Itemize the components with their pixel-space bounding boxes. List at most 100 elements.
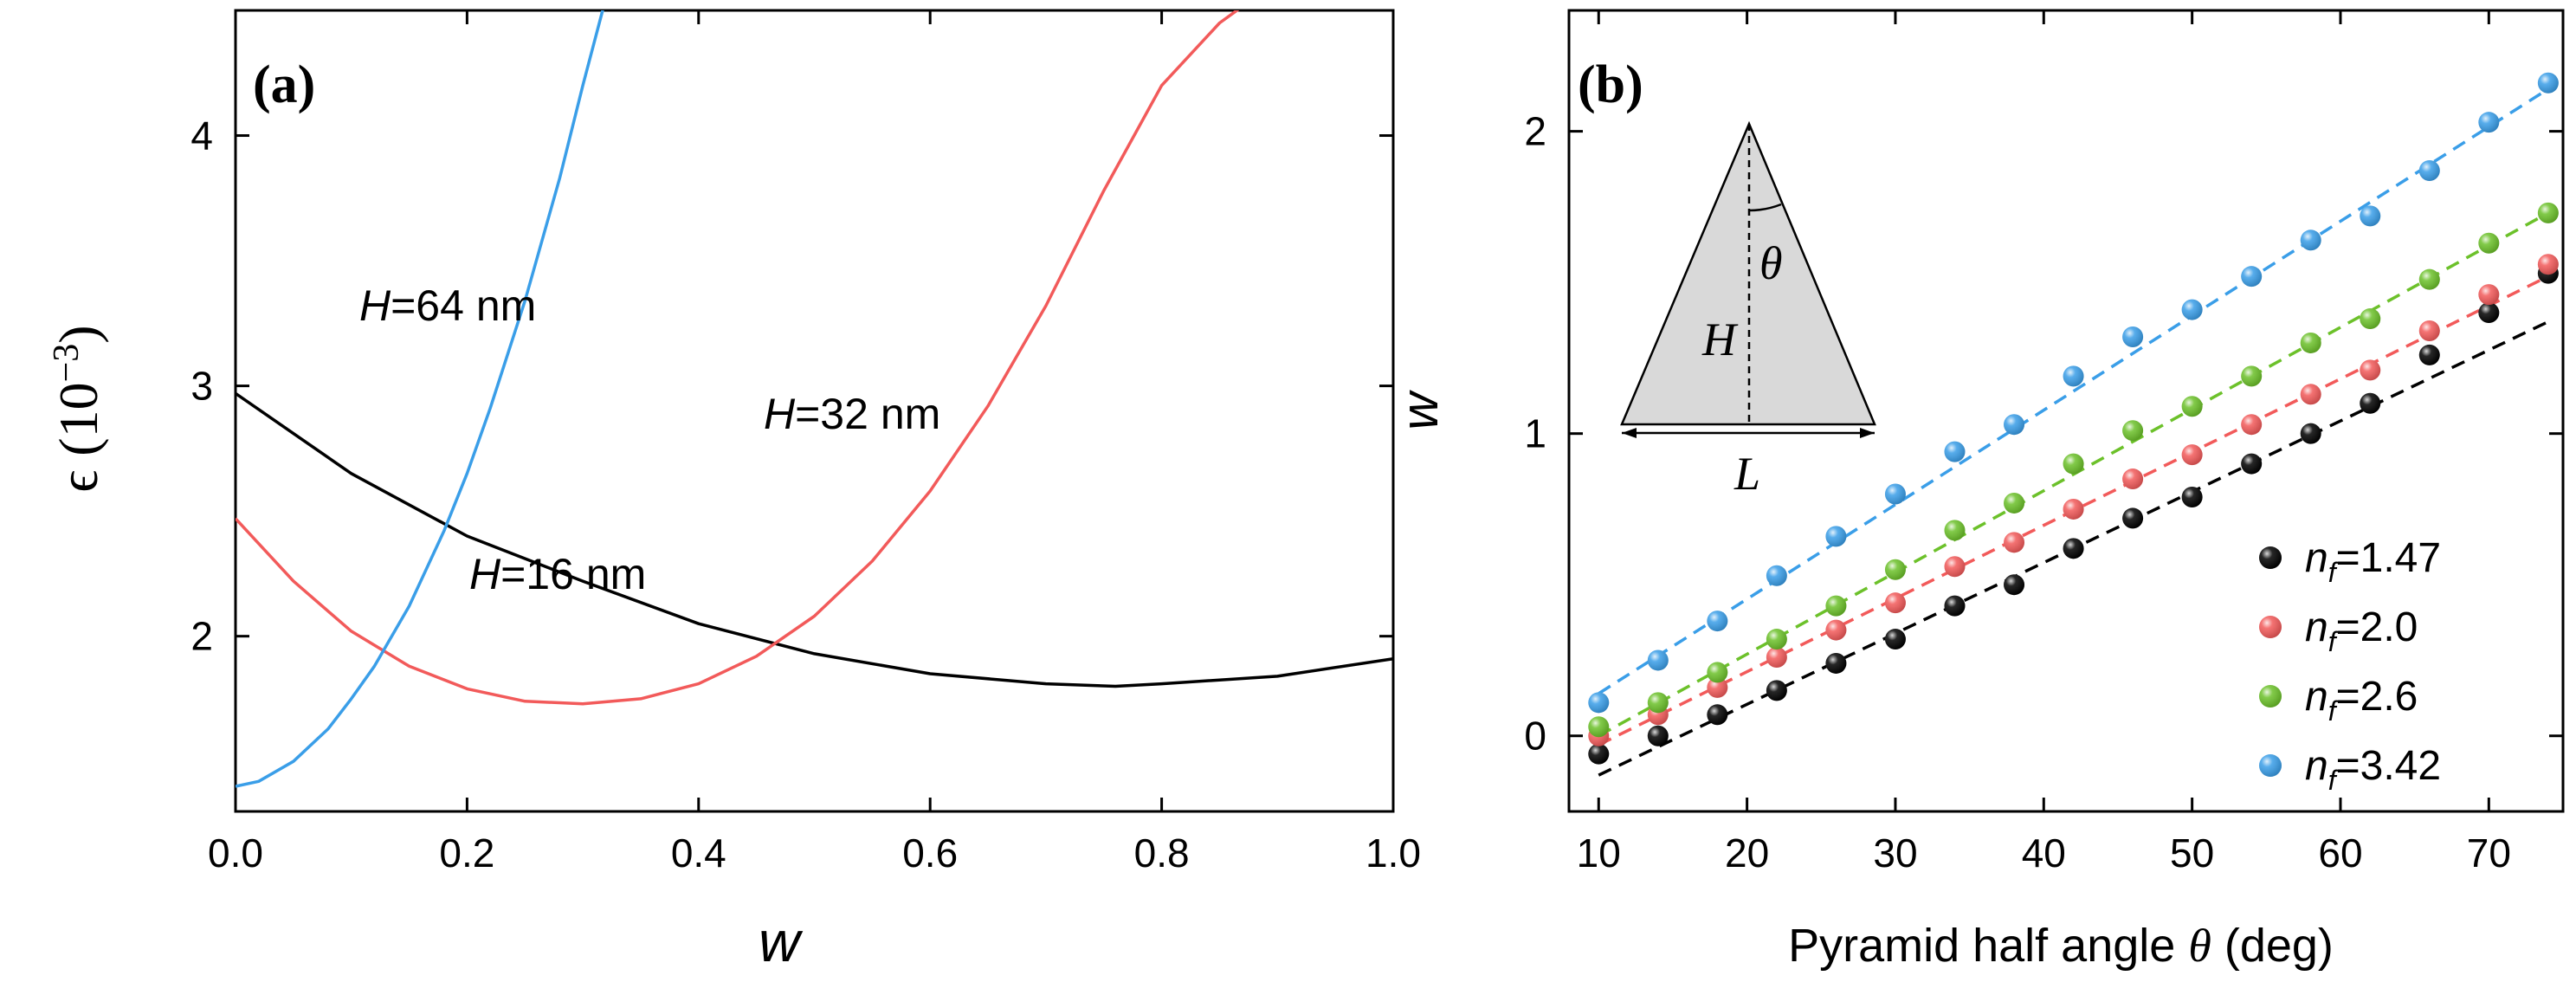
y-tick-label: 0	[1524, 714, 1546, 759]
point-shine	[2122, 420, 2144, 442]
y-tick-label: 3	[190, 364, 213, 409]
point-shine	[2181, 396, 2203, 417]
legend-label-nf147: nf=1.47	[2305, 535, 2441, 588]
point-shine	[1707, 704, 1728, 726]
x-tick-label: 20	[1725, 830, 1769, 876]
y-tick-label: 4	[190, 113, 213, 158]
legend-label-nf20: nf=2.0	[2305, 604, 2418, 657]
point-shine	[2537, 202, 2559, 223]
point-shine	[2063, 498, 2084, 520]
point-shine	[2300, 423, 2321, 444]
legend-marker-shine	[2259, 616, 2282, 638]
panel-b-label: (b)	[1578, 55, 1643, 114]
point-shine	[1647, 725, 1669, 746]
label-h64: H=64 nm	[359, 281, 536, 330]
point-shine	[2537, 72, 2559, 94]
panel-b-x-axis: 10 20 30 40 50 60 70	[1577, 10, 2511, 876]
x-tick-label: 0.6	[902, 830, 958, 876]
point-shine	[1884, 629, 1906, 650]
x-tick-label: 50	[2170, 830, 2214, 876]
point-shine	[1647, 649, 1669, 671]
y-tick-label: 2	[190, 614, 213, 659]
point-shine	[1944, 520, 1966, 541]
x-tick-label: 0.2	[439, 830, 494, 876]
fit-line-series-2	[1598, 211, 2549, 738]
point-shine	[1766, 646, 1787, 668]
x-tick-label: 30	[1873, 830, 1917, 876]
inset-angle-label: θ	[1759, 237, 1783, 289]
point-shine	[2181, 486, 2203, 507]
point-shine	[2122, 326, 2144, 347]
x-tick-label: 1.0	[1365, 830, 1421, 876]
point-shine	[2418, 160, 2440, 181]
point-shine	[1766, 629, 1787, 650]
panel-a: 0.0 0.2 0.4 0.6 0.8 1.0 2 3 4 (a) H=64 nm H=32 …	[47, 9, 1421, 973]
point-shine	[2181, 299, 2203, 320]
point-shine	[2300, 384, 2321, 405]
y-tick-label: 1	[1524, 411, 1546, 456]
x-tick-label: 0.8	[1134, 830, 1190, 876]
point-shine	[2418, 320, 2440, 341]
legend-marker-shine	[2259, 685, 2282, 708]
point-shine	[2537, 254, 2559, 275]
point-shine	[1825, 595, 1847, 617]
panel-b: 10 20 30 40 50 60 70 012 (b) H L θ nf=1.47 n	[1391, 9, 2565, 972]
point-shine	[1707, 676, 1728, 698]
point-shine	[2300, 229, 2321, 251]
panel-a-x-axis: 0.0 0.2 0.4 0.6 0.8 1.0	[208, 10, 1421, 876]
panel-a-xlabel: w	[759, 909, 804, 973]
legend-label-nf342: nf=3.42	[2305, 743, 2441, 796]
point-shine	[2004, 414, 2025, 436]
point-shine	[1707, 611, 1728, 632]
point-shine	[2478, 284, 2500, 306]
point-shine	[2418, 268, 2440, 290]
point-shine	[1766, 680, 1787, 701]
point-shine	[2241, 414, 2263, 436]
point-shine	[1884, 483, 1906, 505]
point-shine	[2478, 302, 2500, 324]
panel-b-xlabel: Pyramid half angle θ (deg)	[1788, 920, 2334, 972]
point-shine	[2241, 266, 2263, 288]
panel-b-legend: nf=1.47 nf=2.0 nf=2.6 nf=3.42	[2259, 535, 2441, 796]
point-shine	[1766, 565, 1787, 586]
point-shine	[1647, 692, 1669, 714]
curve-series-2	[236, 10, 604, 788]
x-tick-label: 70	[2467, 830, 2511, 876]
point-shine	[2241, 453, 2263, 475]
point-shine	[1825, 652, 1847, 674]
point-shine	[2360, 359, 2381, 381]
x-tick-label: 40	[2022, 830, 2066, 876]
curve-series-1	[236, 10, 1240, 706]
y-tick-label: 2	[1524, 109, 1546, 154]
x-tick-label: 10	[1577, 830, 1621, 876]
point-shine	[2063, 453, 2084, 475]
arrowhead-right-icon	[1860, 428, 1875, 438]
point-shine	[1944, 595, 1966, 617]
legend-marker-shine	[2259, 754, 2282, 777]
point-shine	[2360, 205, 2381, 227]
panel-a-label: (a)	[253, 55, 315, 114]
point-shine	[2360, 308, 2381, 330]
panel-a-frame	[234, 9, 1395, 813]
point-shine	[2122, 507, 2144, 529]
point-shine	[2004, 574, 2025, 596]
point-shine	[2122, 468, 2144, 490]
point-shine	[2360, 392, 2381, 414]
inset-base-label: L	[1733, 448, 1760, 500]
point-shine	[1707, 662, 1728, 683]
point-shine	[2063, 365, 2084, 387]
point-shine	[2478, 112, 2500, 133]
point-shine	[1825, 619, 1847, 641]
point-shine	[1825, 526, 1847, 547]
point-shine	[2004, 532, 2025, 553]
x-tick-label: 0.0	[208, 830, 263, 876]
fit-line-series-3	[1598, 87, 2549, 695]
panel-a-ylabel: ϵ (10−3)	[47, 325, 109, 492]
point-shine	[1588, 743, 1610, 765]
point-shine	[2300, 332, 2321, 353]
inset-height-label: H	[1701, 313, 1739, 365]
point-shine	[2181, 444, 2203, 466]
label-h16: H=16 nm	[469, 550, 646, 598]
legend-label-nf26: nf=2.6	[2305, 674, 2418, 727]
